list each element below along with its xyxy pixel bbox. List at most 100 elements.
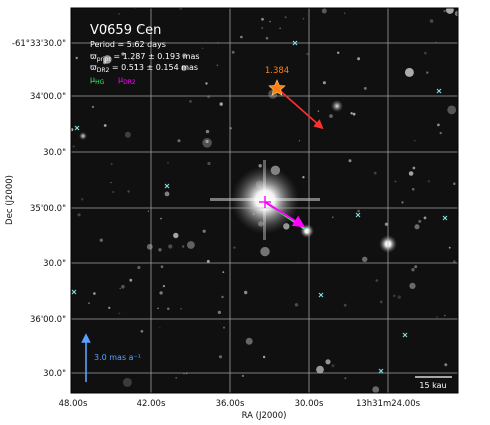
field-star xyxy=(159,327,161,329)
field-star xyxy=(182,245,185,248)
field-star xyxy=(265,36,269,40)
field-star xyxy=(122,377,132,387)
field-star xyxy=(159,291,163,295)
field-star xyxy=(217,310,221,314)
field-star xyxy=(206,259,210,263)
field-star xyxy=(245,337,253,345)
field-star xyxy=(357,57,361,61)
field-star xyxy=(202,138,212,148)
field-star xyxy=(325,359,331,365)
field-star xyxy=(453,182,456,185)
field-star xyxy=(77,213,81,217)
field-star xyxy=(119,287,121,290)
field-star xyxy=(317,110,320,112)
field-star xyxy=(158,248,162,252)
field-star xyxy=(124,131,131,138)
field-star xyxy=(146,243,153,250)
mu-dr2-arrow xyxy=(264,201,306,228)
field-star xyxy=(72,145,75,148)
field-star xyxy=(180,308,182,310)
mu-hg-legend: μHG xyxy=(90,75,105,86)
field-star xyxy=(373,171,377,175)
highlight-star-value: 1.384 xyxy=(265,66,289,76)
field-star xyxy=(129,278,133,282)
field-star xyxy=(110,162,113,165)
field-star xyxy=(104,24,108,28)
field-star xyxy=(205,129,210,134)
field-star xyxy=(162,285,165,288)
background-field-stars xyxy=(71,8,458,393)
field-star xyxy=(443,9,447,13)
field-star xyxy=(233,246,236,249)
field-star xyxy=(91,105,95,109)
y-axis-title: Dec (J2000) xyxy=(5,175,15,225)
y-tick-label: 34'00.0" xyxy=(30,92,66,102)
field-star xyxy=(112,191,114,193)
field-star xyxy=(426,71,429,74)
field-star xyxy=(167,307,170,311)
prior-motion-arrow xyxy=(276,87,324,130)
field-star xyxy=(337,51,340,54)
field-star xyxy=(331,216,334,219)
gaia-source-cross xyxy=(292,40,298,46)
field-star xyxy=(189,100,192,103)
field-star xyxy=(131,58,135,61)
field-star xyxy=(88,302,90,305)
star-upper-right xyxy=(331,100,343,112)
field-star xyxy=(321,8,327,14)
field-star xyxy=(437,123,440,127)
field-star xyxy=(448,246,451,249)
field-star xyxy=(93,292,96,295)
field-star xyxy=(401,201,404,204)
field-star xyxy=(408,171,414,176)
gaia-source-cross xyxy=(442,215,448,221)
field-star xyxy=(127,190,130,193)
gaia-source-cross xyxy=(378,368,384,374)
field-star xyxy=(207,161,211,166)
x-tick-label: 48.00s xyxy=(59,399,88,409)
field-star xyxy=(409,282,416,289)
field-star xyxy=(362,256,368,262)
field-star xyxy=(71,128,74,132)
gaia-source-cross xyxy=(436,88,442,94)
field-star xyxy=(306,52,309,56)
field-star xyxy=(118,13,120,15)
field-star xyxy=(121,284,125,289)
field-star xyxy=(110,181,112,184)
field-star xyxy=(284,16,287,19)
field-star xyxy=(187,241,195,249)
highlight-star-icon xyxy=(268,79,286,96)
field-star xyxy=(414,224,420,230)
period-text: Period = 5.62 days xyxy=(90,40,166,49)
field-star xyxy=(261,26,264,30)
field-star xyxy=(298,140,301,142)
dr2-parallax-text: ϖDR2 = 0.513 ± 0.154 mas xyxy=(90,63,198,74)
field-star xyxy=(279,27,281,30)
field-star xyxy=(175,377,177,379)
star-mid-left xyxy=(79,132,87,140)
field-star xyxy=(413,139,416,142)
field-star xyxy=(329,114,333,118)
scale-bar-label: 15 kau xyxy=(419,381,446,390)
field-star xyxy=(424,51,427,55)
field-star xyxy=(181,65,187,71)
field-star xyxy=(205,139,209,144)
field-star xyxy=(99,238,104,242)
field-star xyxy=(262,355,266,359)
y-tick-label: 36'00.0" xyxy=(30,315,66,325)
x-tick-label: 42.00s xyxy=(137,399,166,409)
field-star xyxy=(372,386,380,393)
field-star xyxy=(244,290,248,295)
gaia-source-cross xyxy=(74,125,80,131)
target-marker xyxy=(259,196,271,208)
field-star xyxy=(205,82,208,85)
field-star xyxy=(348,159,352,163)
gaia-source-cross xyxy=(164,183,170,189)
field-star xyxy=(108,306,111,309)
x-tick-label: 30.00s xyxy=(295,399,324,409)
field-star xyxy=(379,300,383,304)
field-star xyxy=(446,8,454,14)
field-star xyxy=(411,268,415,272)
field-star xyxy=(160,217,162,220)
field-star xyxy=(261,17,264,21)
